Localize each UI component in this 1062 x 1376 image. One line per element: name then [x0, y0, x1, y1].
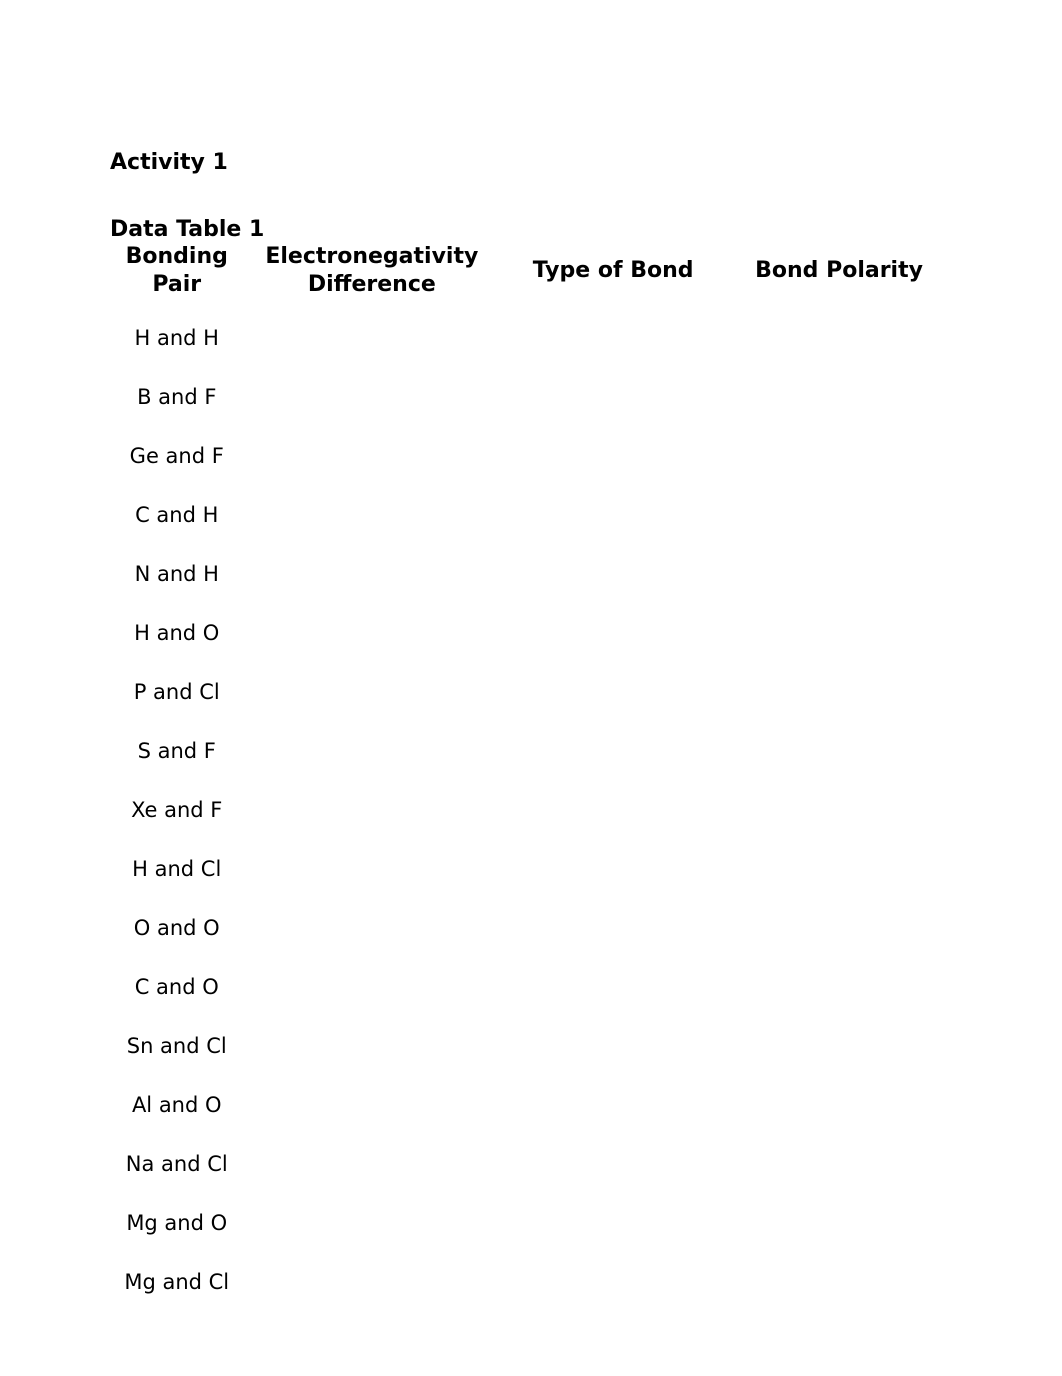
- cell-bonding-pair: C and H: [110, 485, 243, 544]
- cell-bonding-pair: P and Cl: [110, 662, 243, 721]
- table-row: Ge and F: [110, 426, 952, 485]
- cell-type: [500, 780, 726, 839]
- column-header-polarity: Bond Polarity: [726, 243, 952, 308]
- cell-bonding-pair: Xe and F: [110, 780, 243, 839]
- cell-electronegativity: [243, 662, 500, 721]
- cell-polarity: [726, 780, 952, 839]
- cell-polarity: [726, 1016, 952, 1075]
- activity-title: Activity 1: [110, 150, 952, 175]
- table-row: P and Cl: [110, 662, 952, 721]
- cell-electronegativity: [243, 1016, 500, 1075]
- cell-type: [500, 1252, 726, 1311]
- table-row: H and Cl: [110, 839, 952, 898]
- cell-electronegativity: [243, 603, 500, 662]
- cell-type: [500, 308, 726, 367]
- cell-bonding-pair: H and Cl: [110, 839, 243, 898]
- table-row: Mg and Cl: [110, 1252, 952, 1311]
- table-row: O and O: [110, 898, 952, 957]
- table-row: C and H: [110, 485, 952, 544]
- cell-electronegativity: [243, 1252, 500, 1311]
- cell-bonding-pair: Mg and O: [110, 1193, 243, 1252]
- cell-polarity: [726, 957, 952, 1016]
- table-row: S and F: [110, 721, 952, 780]
- cell-type: [500, 898, 726, 957]
- column-header-bonding-pair: Bonding Pair: [110, 243, 243, 308]
- table-header-row: Bonding Pair Electronegativity Differenc…: [110, 243, 952, 308]
- cell-polarity: [726, 1075, 952, 1134]
- cell-electronegativity: [243, 780, 500, 839]
- cell-electronegativity: [243, 1075, 500, 1134]
- cell-electronegativity: [243, 485, 500, 544]
- cell-polarity: [726, 367, 952, 426]
- cell-polarity: [726, 603, 952, 662]
- column-header-type: Type of Bond: [500, 243, 726, 308]
- cell-type: [500, 367, 726, 426]
- data-table: Bonding Pair Electronegativity Differenc…: [110, 243, 952, 1311]
- cell-bonding-pair: Ge and F: [110, 426, 243, 485]
- cell-electronegativity: [243, 721, 500, 780]
- column-header-en-line2: Difference: [308, 272, 436, 297]
- column-header-pair-line2: Pair: [152, 272, 201, 297]
- cell-bonding-pair: C and O: [110, 957, 243, 1016]
- table-row: Sn and Cl: [110, 1016, 952, 1075]
- cell-type: [500, 1075, 726, 1134]
- cell-polarity: [726, 544, 952, 603]
- table-row: Na and Cl: [110, 1134, 952, 1193]
- cell-type: [500, 426, 726, 485]
- cell-polarity: [726, 721, 952, 780]
- cell-polarity: [726, 839, 952, 898]
- cell-polarity: [726, 898, 952, 957]
- cell-type: [500, 544, 726, 603]
- cell-bonding-pair: H and H: [110, 308, 243, 367]
- cell-type: [500, 485, 726, 544]
- table-row: B and F: [110, 367, 952, 426]
- cell-electronegativity: [243, 957, 500, 1016]
- table-row: Al and O: [110, 1075, 952, 1134]
- cell-electronegativity: [243, 367, 500, 426]
- cell-bonding-pair: B and F: [110, 367, 243, 426]
- column-header-pair-line1: Bonding: [126, 244, 228, 269]
- table-row: N and H: [110, 544, 952, 603]
- cell-bonding-pair: Sn and Cl: [110, 1016, 243, 1075]
- table-row: C and O: [110, 957, 952, 1016]
- table-body: H and HB and FGe and FC and HN and HH an…: [110, 308, 952, 1311]
- column-header-en-line1: Electronegativity: [265, 244, 478, 269]
- cell-polarity: [726, 1252, 952, 1311]
- table-row: H and O: [110, 603, 952, 662]
- cell-polarity: [726, 1134, 952, 1193]
- cell-type: [500, 603, 726, 662]
- cell-type: [500, 662, 726, 721]
- cell-bonding-pair: S and F: [110, 721, 243, 780]
- column-header-electronegativity: Electronegativity Difference: [243, 243, 500, 308]
- cell-electronegativity: [243, 1134, 500, 1193]
- cell-electronegativity: [243, 308, 500, 367]
- cell-electronegativity: [243, 544, 500, 603]
- table-row: Xe and F: [110, 780, 952, 839]
- cell-electronegativity: [243, 898, 500, 957]
- cell-type: [500, 1016, 726, 1075]
- cell-type: [500, 1193, 726, 1252]
- cell-bonding-pair: N and H: [110, 544, 243, 603]
- cell-type: [500, 957, 726, 1016]
- cell-polarity: [726, 485, 952, 544]
- table-row: H and H: [110, 308, 952, 367]
- cell-type: [500, 1134, 726, 1193]
- cell-polarity: [726, 1193, 952, 1252]
- cell-bonding-pair: H and O: [110, 603, 243, 662]
- cell-bonding-pair: Mg and Cl: [110, 1252, 243, 1311]
- cell-type: [500, 721, 726, 780]
- cell-polarity: [726, 426, 952, 485]
- cell-electronegativity: [243, 1193, 500, 1252]
- cell-bonding-pair: O and O: [110, 898, 243, 957]
- cell-electronegativity: [243, 839, 500, 898]
- cell-polarity: [726, 662, 952, 721]
- cell-type: [500, 839, 726, 898]
- table-title: Data Table 1: [110, 217, 952, 243]
- cell-polarity: [726, 308, 952, 367]
- cell-electronegativity: [243, 426, 500, 485]
- cell-bonding-pair: Na and Cl: [110, 1134, 243, 1193]
- table-row: Mg and O: [110, 1193, 952, 1252]
- cell-bonding-pair: Al and O: [110, 1075, 243, 1134]
